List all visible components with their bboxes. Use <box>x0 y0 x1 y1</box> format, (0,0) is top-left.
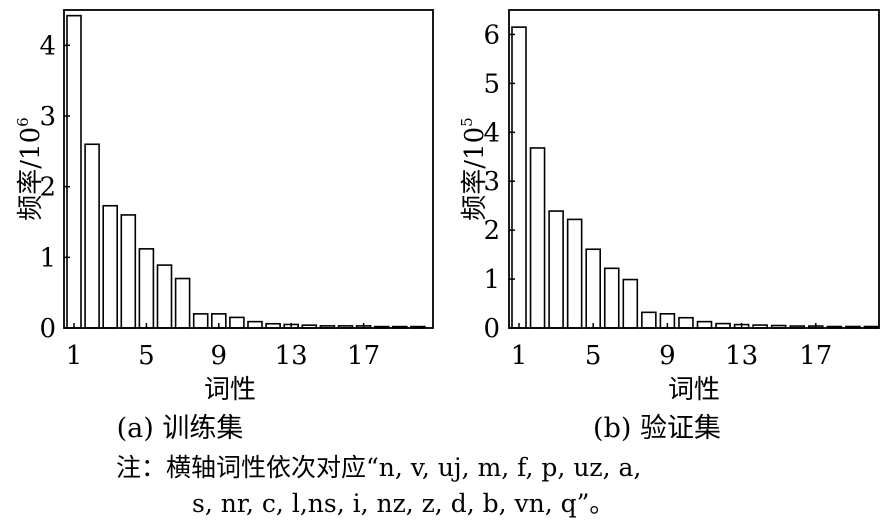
x-tick-label: 13 <box>725 341 758 371</box>
x-tick-label: 13 <box>275 341 308 371</box>
y-axis-label-exponent: 6 <box>14 117 32 127</box>
y-tick-label: 3 <box>39 102 56 132</box>
bar <box>174 277 191 329</box>
x-tick-label: 17 <box>347 341 380 371</box>
chart-caption: (b) 验证集 <box>593 413 721 444</box>
bar <box>229 316 245 329</box>
x-tick-label: 1 <box>511 341 528 371</box>
note-line-2: s, nr, c, l,ns, i, nz, z, d, b, vn, q”。 <box>192 489 615 518</box>
plot-frame <box>508 9 880 329</box>
bar <box>192 313 209 329</box>
bar <box>511 26 527 329</box>
bar <box>585 248 602 329</box>
bar <box>120 214 137 329</box>
y-tick-label: 0 <box>39 314 56 344</box>
x-tick-label: 9 <box>659 341 676 371</box>
y-tick-label: 2 <box>483 216 500 246</box>
bar <box>84 143 100 329</box>
bar <box>548 210 564 329</box>
note-line-1: 注：横轴词性依次对应“n, v, uj, m, f, p, uz, a, <box>116 453 642 482</box>
y-tick-label: 0 <box>483 314 500 344</box>
y-tick-label: 5 <box>483 69 500 99</box>
bar <box>622 278 639 329</box>
bar <box>156 264 173 329</box>
x-tick-label: 1 <box>66 341 83 371</box>
bar <box>102 204 118 329</box>
x-tick-label: 9 <box>211 341 228 371</box>
x-tick-label: 5 <box>585 341 602 371</box>
x-axis-label: 词性 <box>204 375 256 405</box>
y-axis-label-exponent: 5 <box>458 117 476 127</box>
chart-caption: (a) 训练集 <box>117 413 244 444</box>
y-tick-label: 4 <box>483 118 500 148</box>
y-axis-label: 频率/106 <box>14 117 46 220</box>
y-tick-label: 6 <box>483 20 500 50</box>
x-tick-label: 17 <box>799 341 832 371</box>
y-tick-label: 4 <box>39 31 56 61</box>
x-tick-label: 5 <box>138 341 155 371</box>
y-axis-label: 频率/105 <box>458 117 490 220</box>
bar <box>66 14 82 329</box>
bar <box>566 218 583 329</box>
bar <box>138 248 155 329</box>
bar <box>247 320 263 329</box>
bar <box>529 147 546 329</box>
y-tick-label: 1 <box>39 243 56 273</box>
bar <box>603 267 620 329</box>
plot-frame <box>63 9 434 329</box>
y-tick-label: 1 <box>483 265 500 295</box>
y-tick-label: 3 <box>483 167 500 197</box>
bar <box>678 316 694 329</box>
bar <box>696 320 713 329</box>
bar <box>641 311 657 329</box>
x-axis-label: 词性 <box>668 375 720 405</box>
y-tick-label: 2 <box>39 173 56 203</box>
